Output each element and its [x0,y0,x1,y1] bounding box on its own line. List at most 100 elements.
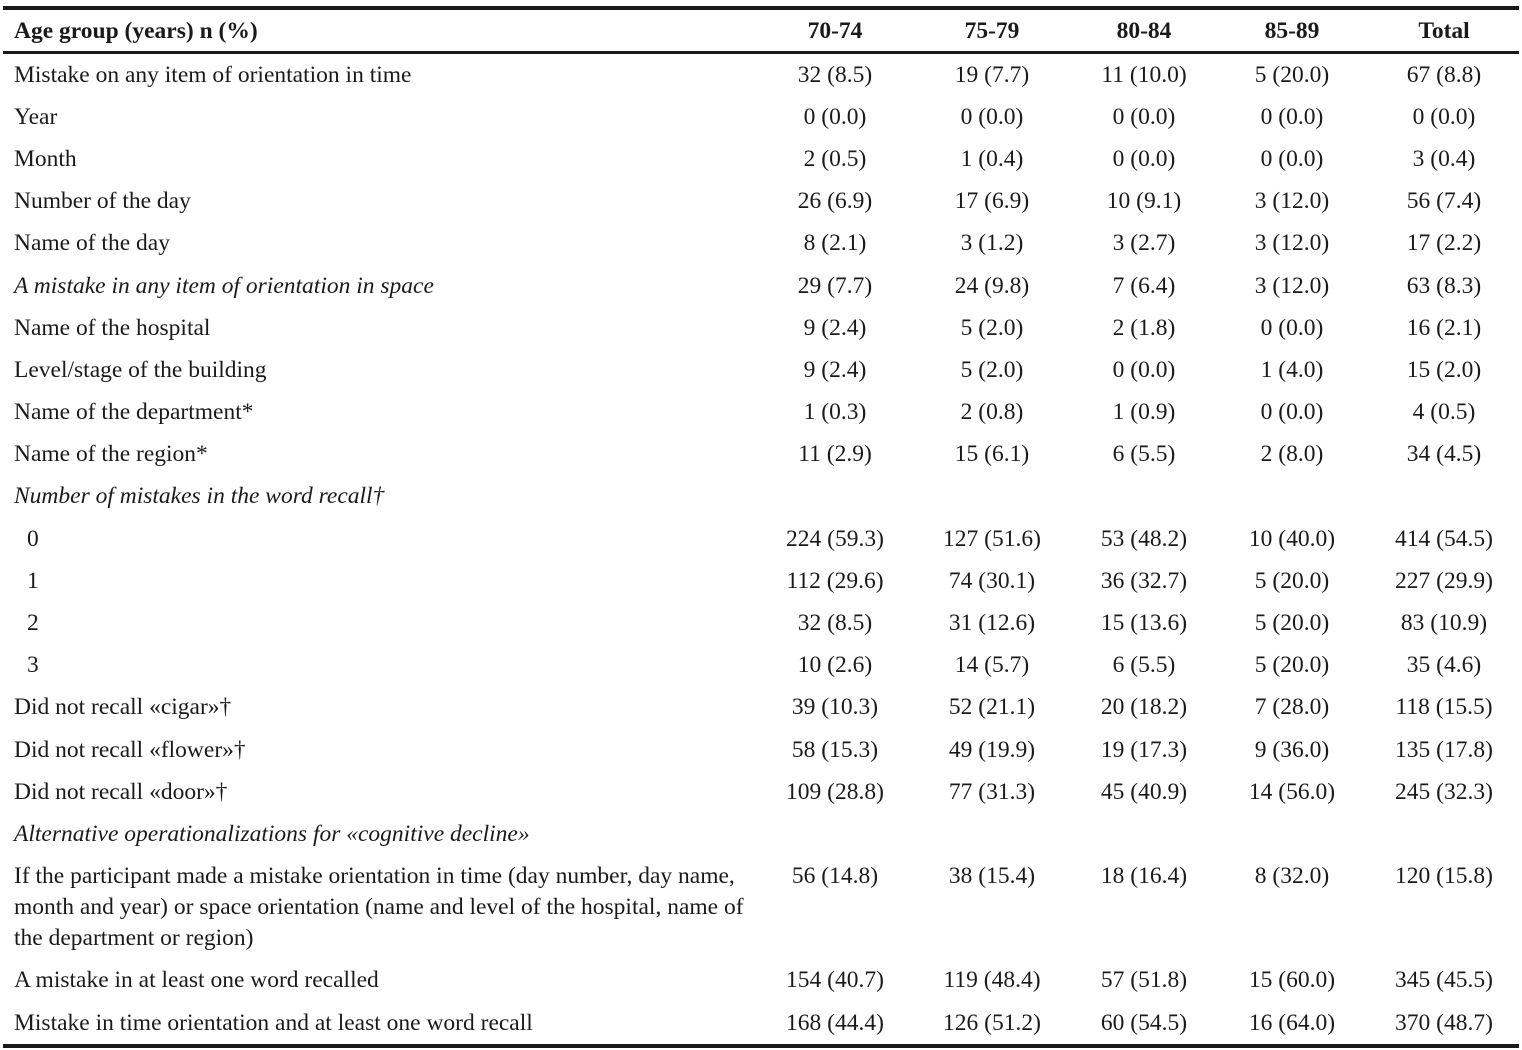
cell-80-84 [1073,813,1215,855]
cell-70-74: 32 (8.5) [797,610,873,637]
row-label: Name of the region* [14,441,208,468]
cell-85-89: 3 (12.0) [1254,230,1330,257]
cell-70-74: 11 (2.9) [798,441,872,468]
table-row: Alternative operationalizations for «cog… [3,813,1519,855]
row-label: Did not recall «door»† [14,778,228,805]
table-row: Name of the day 8 (2.1) 3 (1.2) 3 (2.7) 3 (1… [3,223,1519,265]
cell-75-79: 77 (31.3) [948,778,1036,805]
row-label: 0 [27,525,39,552]
cell-70-74: 10 (2.6) [797,652,873,679]
row-label: Month [14,145,77,172]
cell-total: 135 (17.8) [1395,736,1493,763]
cell-total: 414 (54.5) [1395,525,1493,552]
cell-70-74 [759,813,911,855]
cell-total: 16 (2.1) [1406,314,1482,341]
cell-70-74: 29 (7.7) [797,272,873,299]
table-row: Number of mistakes in the word recall† [3,476,1519,518]
cell-80-84 [1073,476,1215,518]
cell-80-84: 19 (17.3) [1100,736,1188,763]
table-row: Name of the region* 11 (2.9) 15 (6.1) 6 (5.… [3,434,1519,476]
cell-80-84: 57 (51.8) [1100,967,1188,994]
cell-85-89: 5 (20.0) [1254,610,1330,637]
cell-85-89: 8 (32.0) [1254,863,1330,890]
cell-75-79: 127 (51.6) [943,525,1041,552]
results-table-container: Age group (years) n (%) 70-74 75-79 80-8… [3,6,1519,1048]
cell-total: 83 (10.9) [1400,610,1488,637]
cell-75-79: 14 (5.7) [954,652,1030,679]
cell-total: 17 (2.2) [1406,230,1482,257]
cell-85-89: 15 (60.0) [1248,967,1336,994]
cell-80-84: 45 (40.9) [1100,778,1188,805]
cell-70-74: 224 (59.3) [786,525,884,552]
cell-70-74: 109 (28.8) [786,778,884,805]
cell-85-89: 0 (0.0) [1260,399,1324,426]
cell-85-89: 16 (64.0) [1248,1009,1336,1036]
table-row: A mistake in at least one word recalled 1… [3,960,1519,1002]
cell-75-79: 1 (0.4) [960,145,1024,172]
cell-70-74: 0 (0.0) [803,103,867,130]
cell-70-74: 32 (8.5) [797,61,873,88]
cell-85-89: 3 (12.0) [1254,272,1330,299]
cell-80-84: 18 (16.4) [1100,863,1188,890]
table-row: Did not recall «cigar»† 39 (10.3) 52 (21.1… [3,687,1519,729]
cell-70-74: 9 (2.4) [803,356,867,383]
cell-70-74: 112 (29.6) [786,567,884,594]
table-row: 3 10 (2.6) 14 (5.7) 6 (5.5) 5 (20.0) 35 (4.6) [3,645,1519,687]
cell-80-84: 0 (0.0) [1112,356,1176,383]
header-row: Age group (years) n (%) 70-74 75-79 80-8… [3,8,1519,53]
cell-80-84: 20 (18.2) [1100,694,1188,721]
cell-75-79: 3 (1.2) [960,230,1024,257]
table-row: Year 0 (0.0) 0 (0.0) 0 (0.0) 0 (0.0) 0 (0.0) [3,96,1519,138]
cell-70-74: 26 (6.9) [797,188,873,215]
cell-80-84: 0 (0.0) [1112,103,1176,130]
cell-total: 345 (45.5) [1395,967,1493,994]
row-label: Number of mistakes in the word recall† [14,483,385,510]
cell-70-74: 9 (2.4) [803,314,867,341]
cell-70-74: 8 (2.1) [803,230,867,257]
row-label: A mistake in at least one word recalled [14,967,379,994]
cell-total: 3 (0.4) [1412,145,1476,172]
cell-75-79: 2 (0.8) [960,399,1024,426]
cell-70-74: 154 (40.7) [786,967,884,994]
table-row: Did not recall «flower»† 58 (15.3) 49 (19.… [3,729,1519,771]
cell-75-79: 24 (9.8) [954,272,1030,299]
cell-80-84: 6 (5.5) [1112,652,1176,679]
cell-75-79: 0 (0.0) [960,103,1024,130]
header-85-89: 85-89 [1264,18,1320,44]
cell-85-89: 0 (0.0) [1260,314,1324,341]
table-row: A mistake in any item of orientation in … [3,265,1519,307]
row-label: 3 [27,652,39,679]
cell-total: 67 (8.8) [1406,61,1482,88]
row-label: Mistake in time orientation and at least… [14,1009,533,1036]
cell-75-79: 19 (7.7) [954,61,1030,88]
row-label: Level/stage of the building [14,356,267,383]
cell-80-84: 15 (13.6) [1100,610,1188,637]
table-row: Number of the day 26 (6.9) 17 (6.9) 10 (9.1… [3,181,1519,223]
cell-85-89: 7 (28.0) [1254,694,1330,721]
cell-85-89: 5 (20.0) [1254,652,1330,679]
cell-total: 245 (32.3) [1395,778,1493,805]
cell-75-79: 5 (2.0) [960,356,1024,383]
row-label: Mistake on any item of orientation in ti… [14,61,412,88]
row-label: Name of the day [14,230,170,257]
cell-total: 120 (15.8) [1395,863,1493,890]
cell-80-84: 6 (5.5) [1112,441,1176,468]
table-row: Mistake on any item of orientation in ti… [3,53,1519,97]
cell-75-79: 17 (6.9) [954,188,1030,215]
cell-85-89: 0 (0.0) [1260,103,1324,130]
cell-80-84: 36 (32.7) [1100,567,1188,594]
table-row: 0 224 (59.3) 127 (51.6) 53 (48.2) 10 (40.0) 4… [3,518,1519,560]
header-80-84: 80-84 [1116,18,1172,44]
cell-85-89: 9 (36.0) [1254,736,1330,763]
cell-85-89: 0 (0.0) [1260,145,1324,172]
cell-85-89: 1 (4.0) [1260,356,1324,383]
cell-total [1369,476,1519,518]
cell-75-79: 119 (48.4) [943,967,1041,994]
row-label: Name of the department* [14,399,254,426]
cell-70-74: 39 (10.3) [791,694,879,721]
cell-75-79: 126 (51.2) [943,1009,1041,1036]
cell-70-74: 2 (0.5) [803,145,867,172]
cell-85-89 [1215,476,1369,518]
cell-70-74: 1 (0.3) [803,399,867,426]
cell-75-79 [911,476,1073,518]
